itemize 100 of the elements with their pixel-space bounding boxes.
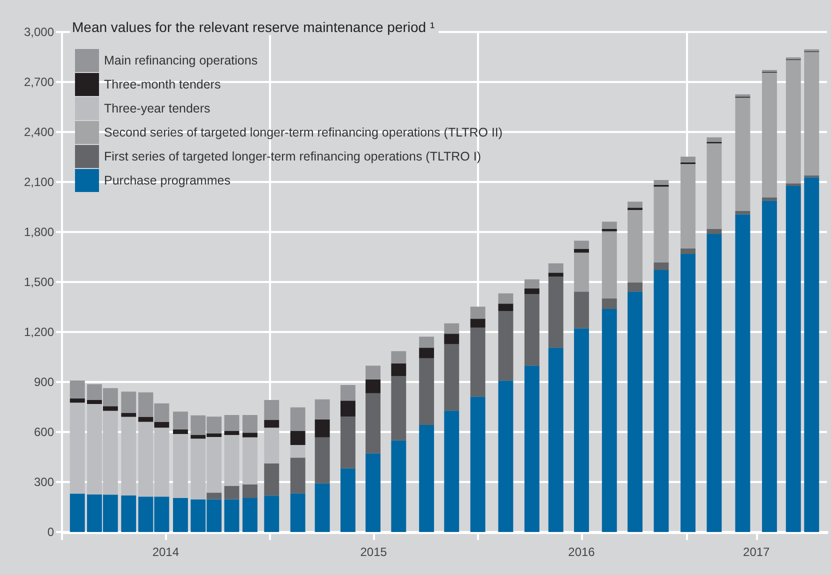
- bar: [173, 434, 188, 498]
- bar: [264, 428, 280, 464]
- bar: [419, 358, 434, 425]
- bar: [154, 422, 170, 428]
- bar: [366, 379, 380, 394]
- x-tick-label: 2016: [568, 545, 596, 559]
- bar: [102, 406, 118, 411]
- bar: [574, 252, 589, 292]
- x-tick-label: 2015: [360, 545, 388, 559]
- bar: [498, 304, 514, 311]
- bar: [70, 494, 85, 532]
- bar: [548, 272, 564, 277]
- bar: [804, 177, 820, 532]
- legend-label: Second series of targeted longer-term refinancing operations (TLTRO II): [104, 126, 503, 140]
- chart-title: Mean values for the relevant reserve maintenance period ¹: [72, 19, 435, 35]
- bar: [366, 393, 380, 454]
- y-tick-label: 600: [34, 425, 54, 439]
- y-tick-label: 1,200: [24, 325, 54, 339]
- bar: [786, 186, 801, 532]
- bar: [121, 416, 136, 496]
- bar: [628, 292, 643, 532]
- bar: [290, 445, 306, 458]
- bar: [224, 415, 240, 431]
- bar: [314, 419, 330, 438]
- bar: [735, 211, 750, 214]
- bar: [680, 156, 696, 162]
- bar: [654, 270, 669, 532]
- bar: [290, 458, 306, 494]
- bar: [121, 495, 136, 532]
- bar: [654, 186, 669, 262]
- y-tick-label: 2,100: [24, 175, 54, 189]
- bar: [121, 392, 136, 413]
- bar: [602, 231, 617, 298]
- bar: [628, 282, 643, 292]
- bar: [470, 318, 486, 328]
- y-tick-label: 900: [34, 375, 54, 389]
- bar: [173, 429, 188, 434]
- bar: [444, 344, 460, 411]
- bar: [680, 254, 696, 532]
- y-tick-label: 1,500: [24, 275, 54, 289]
- bar: [314, 437, 330, 484]
- bar: [548, 276, 564, 348]
- x-tick-label: 2014: [152, 545, 180, 559]
- bar: [628, 210, 643, 282]
- y-tick-label: 0: [47, 525, 54, 539]
- bar: [419, 425, 434, 532]
- bar: [340, 400, 356, 417]
- legend-label: Main refinancing operations: [104, 54, 258, 68]
- bar: [224, 486, 240, 500]
- bar: [391, 376, 406, 440]
- bar: [242, 498, 258, 532]
- bar: [735, 98, 750, 211]
- bar: [706, 137, 722, 142]
- bar: [470, 396, 486, 532]
- legend-label: Three-month tenders: [104, 78, 221, 92]
- y-tick-label: 1,800: [24, 225, 54, 239]
- bar: [524, 366, 540, 532]
- bar: [314, 399, 330, 420]
- bar: [680, 248, 696, 254]
- bar: [470, 328, 486, 397]
- bar: [206, 492, 222, 500]
- bar: [264, 420, 280, 428]
- legend-label: Three-year tenders: [104, 102, 210, 116]
- bar: [366, 366, 380, 380]
- bar: [290, 407, 306, 431]
- bar: [654, 180, 669, 185]
- legend-label: First series of targeted longer-term refinancing operations (TLTRO I): [104, 150, 481, 164]
- bar: [574, 249, 589, 253]
- bar: [242, 484, 258, 498]
- bar: [444, 323, 460, 334]
- bar: [264, 496, 280, 532]
- bar: [602, 309, 617, 532]
- bar: [574, 292, 589, 328]
- bar: [498, 293, 514, 304]
- bar: [498, 311, 514, 381]
- bar: [470, 306, 486, 319]
- bar: [173, 498, 188, 532]
- bar: [786, 60, 801, 184]
- bar: [574, 328, 589, 532]
- y-tick-label: 300: [34, 475, 54, 489]
- bar: [524, 288, 540, 294]
- bar: [391, 440, 406, 532]
- bar: [786, 183, 801, 186]
- bar: [419, 336, 434, 348]
- bar: [224, 499, 240, 532]
- bar: [224, 431, 240, 435]
- bar: [524, 294, 540, 366]
- y-tick-label: 2,700: [24, 75, 54, 89]
- bar: [574, 240, 589, 249]
- bar: [290, 493, 306, 532]
- bar: [242, 415, 258, 433]
- bar: [264, 400, 280, 420]
- bar: [340, 385, 356, 401]
- bar: [804, 52, 820, 176]
- bar: [706, 143, 722, 229]
- bar: [548, 348, 564, 532]
- y-tick-label: 2,400: [24, 125, 54, 139]
- bar: [444, 410, 460, 532]
- bar: [762, 197, 777, 201]
- bar: [138, 416, 154, 422]
